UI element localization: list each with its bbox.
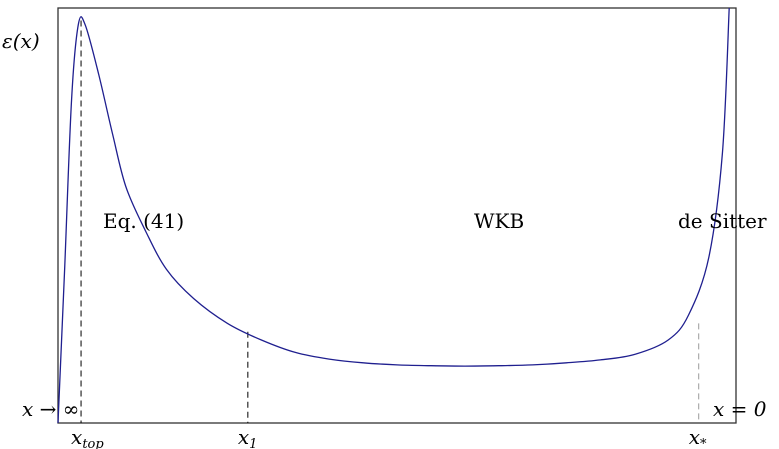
tick-label-x1: x1 <box>238 425 258 449</box>
tick-label-x-star: x* <box>689 425 707 449</box>
epsilon-curve <box>57 7 730 424</box>
region-label-eq41: Eq. (41) <box>103 209 184 233</box>
limit-label-right: x = 0 <box>713 397 767 421</box>
region-label-de-sitter: de Sitter <box>678 209 767 233</box>
region-label-wkb: WKB <box>474 209 524 233</box>
limit-label-left: x → ∞ <box>22 397 79 421</box>
plot-frame <box>57 7 737 424</box>
tick-label-x-top: xtop <box>71 425 104 449</box>
y-axis-label: ε(x) <box>2 29 40 53</box>
